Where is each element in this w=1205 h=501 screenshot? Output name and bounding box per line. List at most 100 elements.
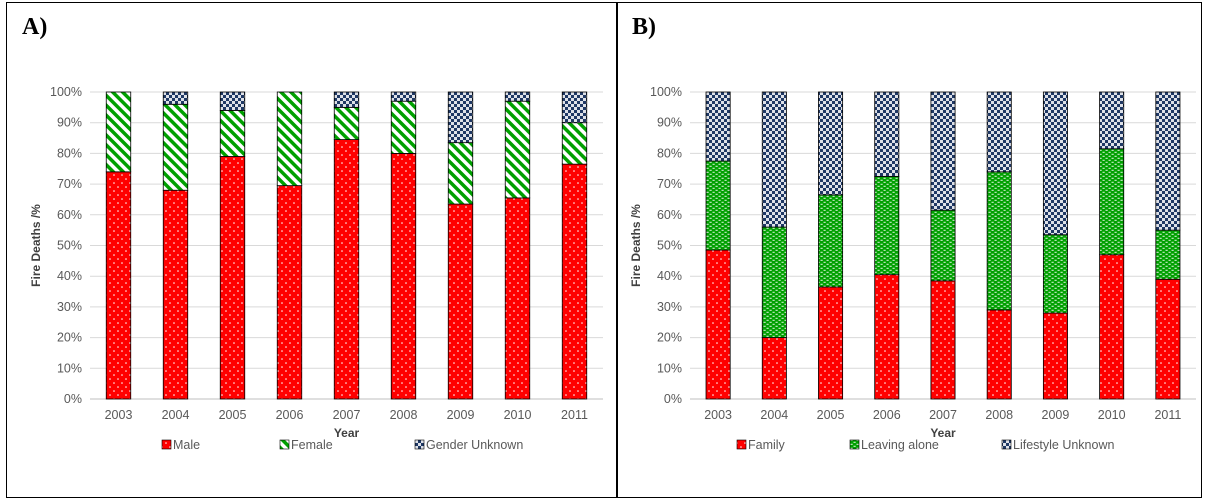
x-tick-label: 2003 (105, 408, 133, 422)
y-tick-label: 80% (57, 146, 82, 160)
legend-label: Female (291, 438, 333, 452)
bar-male-2008 (390, 153, 417, 400)
x-tick-label: 2011 (561, 408, 588, 422)
bar-leaving-alone-2005 (818, 194, 844, 288)
bar-female-2008 (390, 100, 417, 154)
bar-female-2009 (447, 142, 474, 205)
x-tick-label: 2006 (276, 408, 304, 422)
bar-leaving-alone-2003 (705, 160, 731, 251)
bar-female-2007 (333, 106, 360, 140)
bar-female-2010 (504, 100, 531, 199)
legend-label: Gender Unknown (426, 438, 523, 452)
bar-male-2003 (105, 171, 132, 400)
y-tick-label: 60% (57, 208, 82, 222)
figure-frame (6, 2, 1202, 498)
legend-label: Male (173, 438, 200, 452)
bar-female-2005 (219, 110, 246, 157)
legend-label: Lifestyle Unknown (1013, 438, 1114, 452)
panel-a-label: A) (22, 14, 48, 40)
y-tick-label: 0% (664, 392, 682, 406)
bar-leaving-alone-2007 (930, 209, 956, 282)
y-tick-label: 60% (657, 208, 682, 222)
bar-female-2006 (276, 91, 303, 187)
y-tick-label: 90% (657, 116, 682, 130)
bar-family-2011 (1155, 278, 1181, 400)
x-tick-label: 2010 (1098, 408, 1126, 422)
x-tick-label: 2004 (162, 408, 190, 422)
bar-female-2004 (162, 103, 189, 191)
bar-lifestyle-unknown-2009 (1042, 91, 1068, 236)
legend-swatch (1001, 439, 1012, 450)
bar-lifestyle-unknown-2008 (986, 91, 1012, 173)
bar-gender-unknown-2009 (447, 91, 474, 144)
y-tick-label: 40% (657, 269, 682, 283)
bar-family-2009 (1042, 312, 1068, 400)
bar-lifestyle-unknown-2003 (705, 91, 731, 162)
x-tick-label: 2007 (333, 408, 361, 422)
x-tick-label: 2011 (1154, 408, 1181, 422)
y-axis-title: Fire Deaths /% (629, 204, 643, 287)
x-tick-label: 2004 (760, 408, 788, 422)
y-tick-label: 10% (657, 361, 682, 375)
bar-lifestyle-unknown-2007 (930, 91, 956, 211)
bar-lifestyle-unknown-2005 (818, 91, 844, 196)
bar-male-2011 (561, 163, 588, 400)
y-tick-label: 0% (64, 392, 82, 406)
bar-male-2007 (333, 139, 360, 400)
chart-a: Fire Deaths /% 0% 10% 20% 30% 40% 50% 60% 70% 80%… (29, 85, 603, 452)
bar-family-2007 (930, 280, 956, 400)
y-tick-label: 100% (50, 85, 82, 99)
bar-gender-unknown-2005 (219, 91, 246, 111)
x-tick-label: 2008 (390, 408, 418, 422)
legend-label: Leaving alone (861, 438, 939, 452)
x-tick-label: 2005 (219, 408, 247, 422)
x-axis-title: Year (930, 426, 956, 440)
y-tick-label: 100% (650, 85, 682, 99)
bar-leaving-alone-2006 (874, 176, 900, 276)
bar-lifestyle-unknown-2006 (874, 91, 900, 177)
bar-lifestyle-unknown-2004 (761, 91, 787, 228)
legend-swatch (161, 439, 172, 450)
bar-gender-unknown-2004 (162, 91, 189, 105)
x-tick-label: 2007 (929, 408, 957, 422)
legend-swatch (736, 439, 747, 450)
bar-lifestyle-unknown-2011 (1155, 91, 1181, 231)
panel-divider (616, 2, 618, 498)
y-tick-label: 70% (57, 177, 82, 191)
bar-female-2011 (561, 122, 588, 165)
bar-female-2003 (105, 91, 132, 173)
panel-b-label: B) (632, 14, 656, 40)
y-tick-label: 40% (57, 269, 82, 283)
bar-leaving-alone-2008 (986, 171, 1012, 311)
bar-family-2005 (818, 286, 844, 400)
x-tick-label: 2009 (447, 408, 475, 422)
legend-label: Family (748, 438, 786, 452)
y-tick-label: 30% (657, 300, 682, 314)
y-axis-title: Fire Deaths /% (29, 204, 43, 287)
x-axis-title: Year (334, 426, 360, 440)
bar-family-2003 (705, 249, 731, 400)
y-tick-label: 10% (57, 361, 82, 375)
bar-gender-unknown-2010 (504, 91, 531, 102)
y-tick-label: 20% (657, 331, 682, 345)
bar-family-2008 (986, 309, 1012, 400)
bar-gender-unknown-2007 (333, 91, 360, 108)
y-tick-label: 70% (657, 177, 682, 191)
y-tick-label: 90% (57, 116, 82, 130)
bar-leaving-alone-2009 (1042, 234, 1068, 314)
x-tick-label: 2008 (985, 408, 1013, 422)
x-tick-label: 2003 (704, 408, 732, 422)
bar-male-2010 (504, 197, 531, 400)
legend-swatch (279, 439, 290, 450)
x-tick-label: 2006 (873, 408, 901, 422)
bar-family-2010 (1099, 254, 1125, 400)
x-tick-label: 2005 (817, 408, 845, 422)
bar-leaving-alone-2011 (1155, 229, 1181, 280)
y-tick-label: 30% (57, 300, 82, 314)
bar-gender-unknown-2011 (561, 91, 588, 124)
chart-b: Fire Deaths /% 0% 10% 20% 30% 40% 50% 60% 70% 80%… (629, 85, 1196, 452)
y-tick-label: 50% (57, 239, 82, 253)
bar-lifestyle-unknown-2010 (1099, 91, 1125, 150)
bar-leaving-alone-2004 (761, 226, 787, 338)
bar-leaving-alone-2010 (1099, 148, 1125, 256)
